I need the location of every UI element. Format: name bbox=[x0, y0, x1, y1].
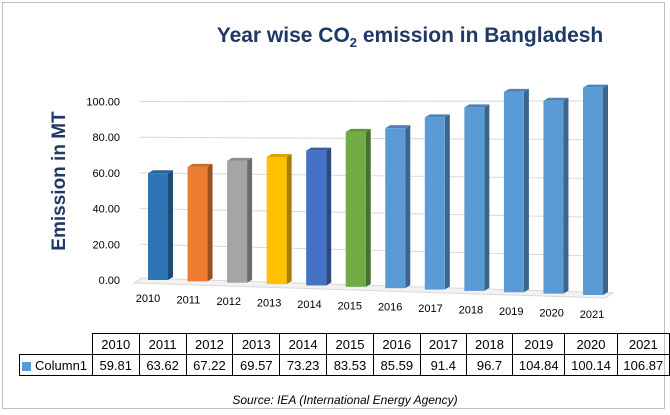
table-year-2017: 2017 bbox=[419, 333, 467, 355]
x-tick-label: 2015 bbox=[338, 300, 362, 312]
x-tick-label: 2011 bbox=[177, 294, 201, 306]
table-year-2013: 2013 bbox=[232, 333, 281, 355]
table-value-2014: 73.23 bbox=[279, 354, 328, 376]
gridline bbox=[139, 100, 606, 102]
table-value-2019: 104.84 bbox=[512, 354, 566, 376]
bar-2018 bbox=[464, 104, 490, 291]
chart-frame bbox=[2, 2, 665, 409]
table-value-2017: 91.4 bbox=[419, 354, 467, 376]
table-value-2016: 85.59 bbox=[372, 354, 421, 376]
table-value-2021: 106.87 bbox=[616, 354, 670, 376]
bar-2019 bbox=[503, 88, 529, 293]
x-tick-label: 2017 bbox=[418, 303, 442, 315]
bar-2016 bbox=[385, 125, 411, 289]
table-value-2015: 83.53 bbox=[326, 354, 374, 376]
data-table-corner bbox=[19, 333, 93, 355]
bar-2013 bbox=[266, 153, 292, 285]
x-tick-label: 2010 bbox=[136, 293, 160, 305]
table-year-2015: 2015 bbox=[326, 333, 374, 355]
y-tick-label: 20.00 bbox=[92, 239, 120, 251]
bar-2015 bbox=[345, 128, 371, 287]
table-year-2016: 2016 bbox=[372, 333, 421, 355]
bar-2010 bbox=[148, 170, 173, 280]
data-table-header-row: 2010 2011 2012 2013 2014 2015 2016 2017 2018 2019… bbox=[19, 333, 670, 355]
bar-2017 bbox=[424, 114, 450, 290]
y-tick-label: 80.00 bbox=[92, 132, 120, 144]
table-value-2018: 96.7 bbox=[465, 354, 514, 376]
bar-2012 bbox=[227, 157, 253, 283]
source-note: Source: IEA (International Energy Agency… bbox=[232, 393, 458, 407]
x-tick-label: 2016 bbox=[378, 302, 402, 314]
x-tick-label: 2014 bbox=[297, 299, 321, 311]
x-tick-label: 2012 bbox=[216, 296, 240, 308]
table-year-2021: 2021 bbox=[616, 333, 670, 355]
chart-floor bbox=[132, 277, 615, 299]
chart-title: Year wise CO2 emission in Bangladesh bbox=[216, 24, 604, 51]
y-tick-label: 0.00 bbox=[99, 275, 120, 287]
x-tick-label: 2021 bbox=[580, 309, 604, 321]
x-tick-label: 2020 bbox=[539, 308, 563, 320]
table-year-2010: 2010 bbox=[91, 333, 140, 355]
x-tick-label: 2013 bbox=[257, 297, 281, 309]
x-tick-label: 2019 bbox=[499, 306, 523, 318]
table-year-2011: 2011 bbox=[138, 333, 187, 355]
bar-2021 bbox=[583, 84, 608, 295]
y-tick-label: 100.00 bbox=[86, 97, 120, 109]
table-year-2020: 2020 bbox=[564, 333, 618, 355]
table-value-2012: 67.22 bbox=[185, 354, 234, 376]
table-year-2018: 2018 bbox=[465, 333, 514, 355]
table-year-2012: 2012 bbox=[185, 333, 234, 355]
y-tick-label: 60.00 bbox=[92, 168, 120, 180]
y-tick-label: 40.00 bbox=[92, 204, 120, 216]
table-value-2020: 100.14 bbox=[564, 354, 618, 376]
table-year-2014: 2014 bbox=[279, 333, 328, 355]
table-value-2013: 69.57 bbox=[232, 354, 281, 376]
bar-2011 bbox=[187, 163, 213, 282]
legend-swatch bbox=[22, 361, 31, 371]
table-year-2019: 2019 bbox=[512, 333, 566, 355]
bar-2020 bbox=[543, 97, 569, 294]
data-table-value-row: Column1 59.81 63.62 67.22 69.57 73.23 83.53 85… bbox=[19, 354, 670, 376]
gridline bbox=[139, 136, 606, 141]
table-value-2011: 63.62 bbox=[138, 354, 187, 376]
x-tick-label: 2018 bbox=[459, 305, 483, 317]
table-value-2010: 59.81 bbox=[91, 354, 140, 376]
data-table: 2010 2011 2012 2013 2014 2015 2016 2017 2018 2019… bbox=[19, 333, 670, 376]
bar-2014 bbox=[306, 147, 332, 286]
data-table-series-label: Column1 bbox=[19, 354, 93, 376]
